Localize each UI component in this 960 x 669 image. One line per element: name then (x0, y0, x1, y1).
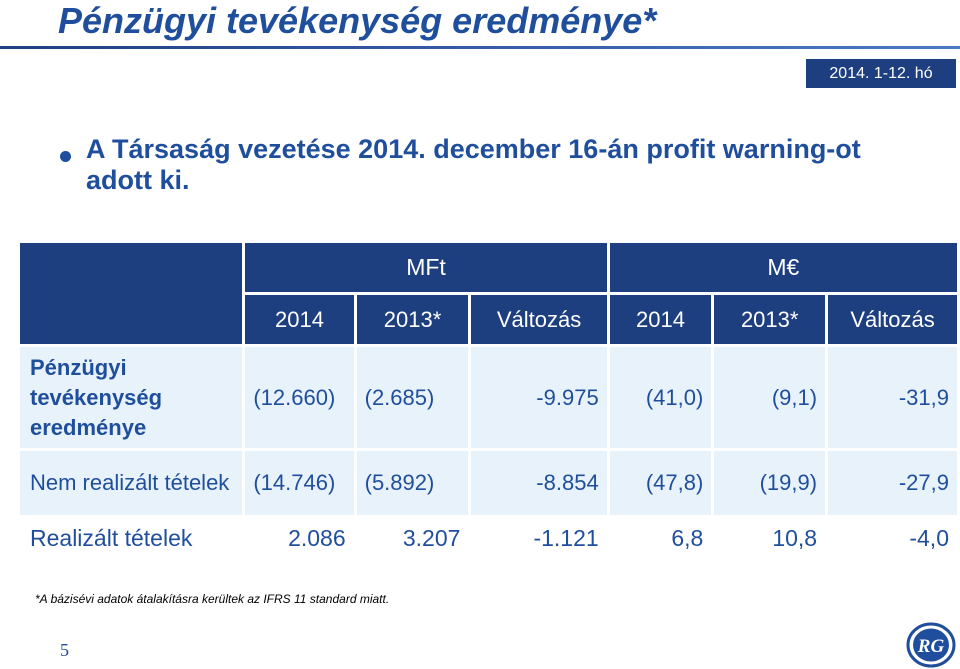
table-cell: 10,8 (772, 524, 818, 551)
table-cell: -4,0 (909, 524, 949, 551)
title-divider (0, 46, 960, 49)
table-cell: (12.660) (245, 347, 354, 448)
period-badge: 2014. 1-12. hó (806, 59, 956, 88)
table-cell: -9.975 (471, 347, 607, 448)
table-row: Nem realizált tételek (14.746) (5.892) -… (20, 451, 957, 515)
currency-header-huf: MFt (245, 243, 607, 292)
table-cell: -8.854 (471, 451, 607, 515)
table-header-year-row: 2014 2013* Változás 2014 2013* Változás (20, 295, 957, 344)
bullet-text: A Társaság vezetése 2014. december 16-án… (86, 134, 861, 195)
table-cell: (47,8) (609, 451, 712, 515)
logo-text: RG (917, 636, 945, 657)
bullet-icon (60, 151, 71, 162)
column-header: 2014 (245, 295, 354, 344)
table-cell: -27,9 (828, 451, 957, 515)
column-header: 2013* (356, 295, 469, 344)
table-cell: (14.746) (245, 451, 354, 515)
table-cell: (2.685) (356, 347, 469, 448)
financial-results-table: MFt M€ 2014 2013* Változás 2014 2013* Vá… (17, 240, 960, 561)
currency-header-eur: M€ (609, 243, 957, 292)
table-header-corner (20, 243, 243, 344)
table-cell: (19,9) (714, 451, 826, 515)
table-cell: -31,9 (828, 347, 957, 448)
row-label: Nem realizált tételek (20, 451, 243, 515)
row-label: Realizált tételek (30, 525, 193, 551)
column-header: Változás (828, 295, 957, 344)
row-label: Pénzügyi tevékenység eredménye (20, 347, 243, 448)
table-cell: (41,0) (609, 347, 712, 448)
column-header: 2013* (714, 295, 826, 344)
table-cell: 6,8 (671, 524, 704, 551)
table-cell: (9,1) (714, 347, 826, 448)
table-cell: 3.207 (402, 524, 461, 551)
slide-title: Pénzügyi tevékenység eredménye* (58, 0, 657, 41)
table-cell: -1.121 (533, 524, 599, 551)
table-header-currency-row: MFt M€ (20, 243, 957, 344)
table-row: Pénzügyi tevékenység eredménye (12.660) … (20, 347, 957, 448)
rg-logo-icon: RG (906, 622, 956, 668)
table-row: Realizált tételek 2.086 3.207 -1.121 6,8… (20, 518, 957, 558)
footnote: *A bázisévi adatok átalakításra kerültek… (35, 592, 390, 606)
page-number: 5 (60, 640, 69, 660)
column-header: 2014 (609, 295, 712, 344)
table-cell: 2.086 (288, 524, 346, 551)
column-header: Változás (471, 295, 607, 344)
table-cell: (5.892) (356, 451, 469, 515)
